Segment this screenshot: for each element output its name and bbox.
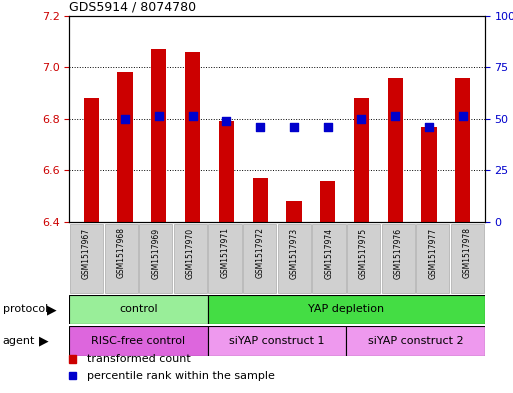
Point — [121, 116, 129, 122]
Text: GSM1517971: GSM1517971 — [221, 228, 230, 279]
Point — [155, 113, 163, 119]
Bar — [422, 127, 437, 222]
Bar — [416, 224, 449, 293]
Bar — [105, 224, 138, 293]
Text: GSM1517977: GSM1517977 — [428, 228, 438, 279]
Bar — [388, 78, 403, 222]
Bar — [451, 224, 484, 293]
Point — [324, 123, 332, 130]
Text: protocol: protocol — [3, 305, 48, 314]
Bar — [208, 326, 346, 356]
Text: siYAP construct 1: siYAP construct 1 — [229, 336, 325, 346]
Bar — [347, 224, 380, 293]
Point — [256, 123, 264, 130]
Bar — [117, 72, 132, 222]
Text: GSM1517972: GSM1517972 — [255, 228, 264, 279]
Text: agent: agent — [3, 336, 35, 346]
Bar — [219, 121, 234, 222]
Bar — [278, 224, 311, 293]
Point — [222, 118, 230, 125]
Bar — [174, 224, 207, 293]
Point — [459, 113, 467, 119]
Point — [425, 123, 433, 130]
Bar — [185, 52, 200, 222]
Point — [391, 113, 399, 119]
Text: percentile rank within the sample: percentile rank within the sample — [87, 371, 275, 380]
Bar — [455, 78, 470, 222]
Bar — [69, 295, 208, 324]
Text: GDS5914 / 8074780: GDS5914 / 8074780 — [69, 1, 196, 14]
Point — [188, 113, 196, 119]
Bar — [139, 224, 172, 293]
Text: GSM1517976: GSM1517976 — [393, 228, 403, 279]
Text: GSM1517974: GSM1517974 — [324, 228, 333, 279]
Text: RISC-free control: RISC-free control — [91, 336, 186, 346]
Bar — [252, 178, 268, 222]
Text: GSM1517968: GSM1517968 — [116, 228, 126, 279]
Text: siYAP construct 2: siYAP construct 2 — [368, 336, 463, 346]
Bar — [382, 224, 415, 293]
Text: GSM1517978: GSM1517978 — [463, 228, 472, 279]
Text: GSM1517967: GSM1517967 — [82, 228, 91, 279]
Point — [290, 123, 298, 130]
Bar — [208, 295, 485, 324]
Bar — [69, 326, 208, 356]
Bar — [320, 181, 336, 222]
Point — [358, 116, 366, 122]
Text: GSM1517975: GSM1517975 — [359, 228, 368, 279]
Text: ▶: ▶ — [47, 303, 57, 316]
Bar — [243, 224, 277, 293]
Text: transformed count: transformed count — [87, 354, 191, 364]
Text: YAP depletion: YAP depletion — [308, 305, 384, 314]
Text: GSM1517973: GSM1517973 — [290, 228, 299, 279]
Bar — [151, 49, 166, 222]
Bar — [208, 224, 242, 293]
Bar — [84, 98, 99, 222]
Bar — [312, 224, 346, 293]
Text: GSM1517970: GSM1517970 — [186, 228, 195, 279]
Text: ▶: ▶ — [38, 334, 48, 347]
Text: GSM1517969: GSM1517969 — [151, 228, 161, 279]
Bar — [354, 98, 369, 222]
Bar — [70, 224, 103, 293]
Bar — [286, 202, 302, 222]
Text: control: control — [119, 305, 158, 314]
Bar — [346, 326, 485, 356]
